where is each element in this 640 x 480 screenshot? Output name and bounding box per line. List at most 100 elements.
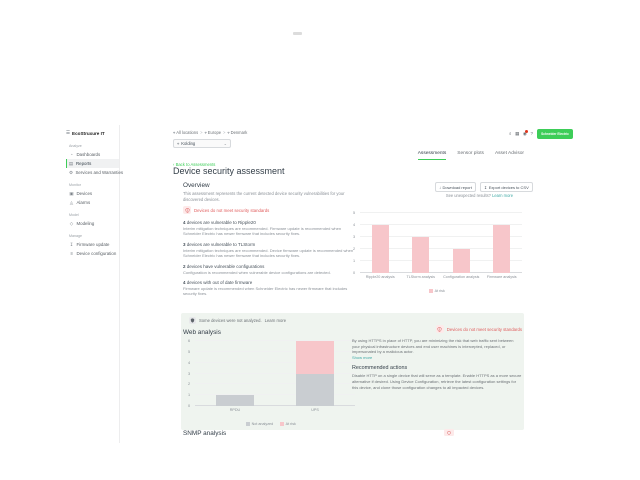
overview-description: This assessment represents the current d… <box>183 191 345 202</box>
nav-section-label: Analyze <box>69 144 82 148</box>
bar-segment-at-risk <box>412 237 430 273</box>
web-analysis-chart: 0 1 2 3 4 5 6 RPDU UPS Not analyzed At risk <box>185 338 357 427</box>
legend-item: At risk <box>429 289 445 293</box>
x-tick-label: RPDU <box>229 407 241 412</box>
sidebar-item-device-configuration[interactable]: ≡ Device configuration <box>66 249 119 258</box>
y-tick-label: 3 <box>188 371 191 376</box>
finding-title: devices with out of date firmware <box>186 279 253 285</box>
finding-count: 2 <box>183 263 186 269</box>
learn-more-link[interactable]: Learn more <box>492 193 513 198</box>
back-link-label: Back to Assessments <box>175 162 216 167</box>
logo-row: ☰ EcoStruxure IT <box>66 128 119 138</box>
bar-segment-not-analyzed <box>216 395 254 406</box>
gauge-icon: ◔ <box>70 152 73 157</box>
overview-actions: ↓ Download report ↧ Export devices to CS… <box>435 182 533 192</box>
breadcrumb-label: All locations <box>176 130 199 135</box>
tab-bar: Assessments Sensor plots Asset Advisor <box>417 151 524 160</box>
gridline <box>195 394 355 396</box>
bars-layer: Ripple20 analysis TLStorm analysis Configu… <box>360 213 522 279</box>
y-tick-label: 4 <box>188 360 191 365</box>
alarm-icon: ◬ <box>69 199 74 205</box>
notifications-icon[interactable]: ◉ <box>523 129 529 137</box>
sliders-icon: ≡ <box>70 251 73 256</box>
web-analysis-panel <box>181 313 524 430</box>
breadcrumb-europe[interactable]: ⌖ Europe <box>205 130 221 135</box>
chevron-down-icon: ⌄ <box>223 141 227 146</box>
breadcrumb-denmark[interactable]: ⌖ Denmark <box>227 130 247 135</box>
x-tick-label: Ripple20 analysis <box>365 274 395 279</box>
sidebar-item-label: Devices <box>76 191 93 196</box>
page-title: Device security assessment <box>173 166 285 176</box>
chart-plot: 0 1 2 3 4 5 6 RPDU UPS <box>188 339 355 412</box>
sidebar-item-alarms[interactable]: ◬ Alarms <box>66 198 119 207</box>
gridline <box>360 248 522 249</box>
finding-count: 4 <box>183 220 186 225</box>
breadcrumb-all-locations[interactable]: ⌖ All locations <box>173 130 198 135</box>
y-tick-label: 0 <box>188 404 191 408</box>
gridline <box>360 224 522 225</box>
sidebar-item-devices[interactable]: ▣ Devices <box>66 189 119 198</box>
bars-layer: RPDU UPS <box>195 341 355 412</box>
bar-stack <box>296 341 334 406</box>
learn-more-link[interactable]: Learn more <box>264 318 287 323</box>
finding-configurations[interactable]: 2 devices have vulnerable configurations… <box>183 264 355 275</box>
legend-swatch <box>280 422 285 426</box>
sidebar-item-label: Device configuration <box>76 251 117 256</box>
search-icon[interactable]: ⌕ <box>509 131 512 136</box>
sidebar: ☰ EcoStruxure IT Analyze ◔ Dashboards ▤ … <box>62 125 123 443</box>
gear-icon: ⚙ <box>69 169 73 175</box>
bar-segment-at-risk <box>296 341 334 374</box>
sidebar-item-modeling[interactable]: ◇ Modeling <box>66 219 119 228</box>
location-filter-select[interactable]: ⌖ Kolding ⌄ <box>173 139 231 148</box>
sidebar-item-label: Modeling <box>76 221 95 226</box>
apps-grid-icon[interactable]: ▦ <box>515 131 520 136</box>
export-csv-button[interactable]: ↧ Export devices to CSV <box>479 182 533 192</box>
not-analyzed-text: Some devices were not analyzed. <box>199 318 262 323</box>
sidebar-item-firmware-update[interactable]: ↧ Firmware update <box>66 240 119 249</box>
sidebar-item-dashboards[interactable]: ◔ Dashboards <box>66 150 119 159</box>
x-tick-label: Firmware analysis <box>486 274 517 279</box>
finding-count: 4 <box>183 279 186 285</box>
bar-group-configuration-analysis: Configuration analysis <box>441 213 482 279</box>
chart-legend: Not analyzed At risk <box>185 422 357 426</box>
show-more-link[interactable]: Show more <box>352 354 373 360</box>
gridline <box>360 260 522 261</box>
finding-description: Interim mitigation techniques are recomm… <box>183 226 342 237</box>
hamburger-menu-icon[interactable]: ☰ <box>66 130 71 135</box>
download-report-button[interactable]: ↓ Download report <box>435 182 476 192</box>
y-tick-label: 5 <box>188 349 191 354</box>
sidebar-item-label: Alarms <box>76 200 91 205</box>
legend-item: Not analyzed <box>246 422 273 426</box>
breadcrumb-label: Denmark <box>230 130 248 135</box>
bar-segment-at-risk <box>493 225 511 273</box>
schneider-electric-button[interactable]: Schneider Electric <box>537 129 573 139</box>
bar-stack <box>371 213 389 273</box>
hint-text: See unexpected results? <box>445 193 491 198</box>
bar-segment-not-analyzed <box>296 373 334 406</box>
notification-badge <box>525 129 529 133</box>
tab-assessments[interactable]: Assessments <box>417 151 447 160</box>
y-tick-label: 2 <box>353 247 356 251</box>
finding-ripple20[interactable]: 4 devices are vulnerable to Ripple20 Int… <box>183 220 355 237</box>
legend-swatch <box>246 422 251 426</box>
y-tick-label: 3 <box>353 235 356 239</box>
overview-heading: Overview <box>183 182 210 189</box>
back-to-assessments-link[interactable]: ‹ Back to Assessments <box>173 162 216 167</box>
snmp-shield-alert-icon <box>444 429 454 436</box>
nav-section-label: Manage <box>69 234 82 238</box>
help-icon[interactable]: ? <box>530 131 533 136</box>
tab-sensor-plots[interactable]: Sensor plots <box>457 151 484 156</box>
location-filter-value: Kolding <box>181 141 196 146</box>
bar-stack <box>412 213 430 273</box>
y-tick-label: 0 <box>353 271 356 275</box>
gridline <box>360 212 522 213</box>
finding-description: Configuration is recommended when vulner… <box>183 269 331 275</box>
sidebar-item-reports[interactable]: ▤ Reports <box>66 159 119 168</box>
bar-group-tlstorm-analysis: TLStorm analysis <box>401 213 442 279</box>
tab-asset-advisor[interactable]: Asset Advisor <box>494 151 524 156</box>
risk-banner-text: Devices do not meet security standards <box>194 207 270 213</box>
finding-firmware[interactable]: 4 devices with out of date firmware Firm… <box>183 280 355 297</box>
finding-tlstorm[interactable]: 3 devices are vulnerable to TLStorm Inte… <box>183 242 355 259</box>
sidebar-item-services-warranties[interactable]: ⚙ Services and Warranties <box>66 168 123 177</box>
x-tick-label: Configuration analysis <box>443 274 480 279</box>
